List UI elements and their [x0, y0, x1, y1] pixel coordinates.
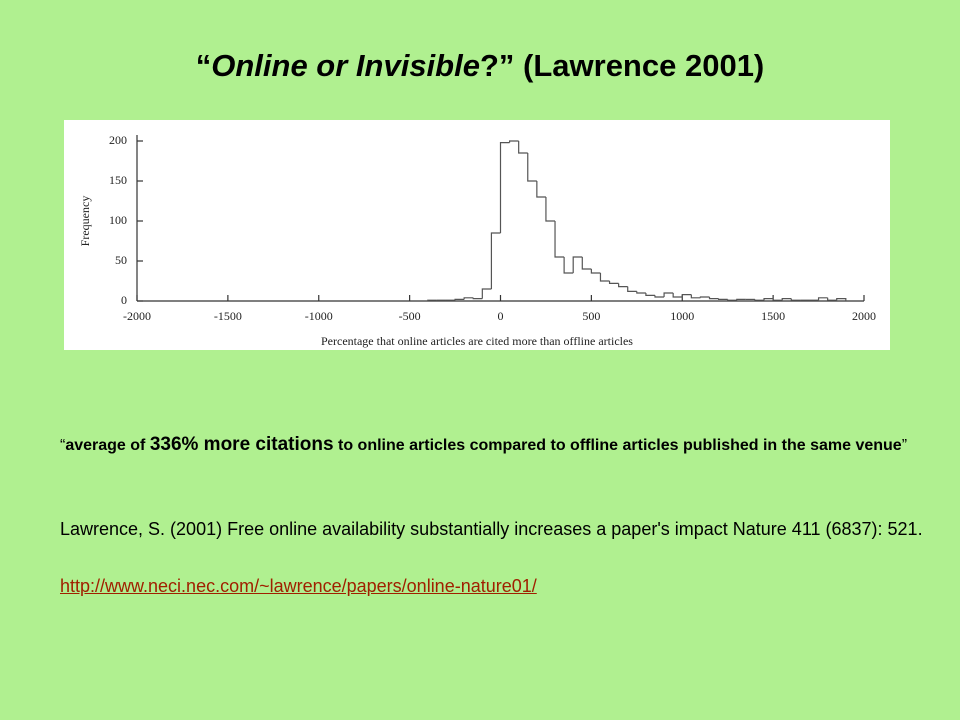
histogram-bin	[672, 293, 683, 298]
histogram-bin	[499, 142, 510, 233]
histogram-bin	[563, 257, 574, 274]
histogram-bin	[754, 299, 765, 301]
x-tick-label: 2000	[852, 309, 876, 323]
histogram-bin	[772, 298, 783, 301]
histogram-bin	[736, 298, 746, 301]
reference: Lawrence, S. (2001) Free online availabi…	[60, 519, 923, 539]
histogram-bin	[708, 297, 719, 300]
histogram-bin	[581, 257, 592, 270]
x-tick-label: -2000	[123, 309, 151, 323]
y-tick-label: 100	[109, 213, 127, 227]
histogram-bin	[627, 286, 637, 292]
histogram-bin	[554, 221, 565, 258]
histogram-bin	[463, 297, 474, 300]
y-tick-label: 150	[109, 173, 127, 187]
x-tick-label: 0	[498, 309, 504, 323]
histogram-bin	[781, 298, 792, 301]
histogram-bin	[817, 297, 828, 301]
histogram-bin	[645, 293, 655, 296]
slide-title: “Online or Invisible?” (Lawrence 2001)	[0, 48, 960, 84]
y-tick-label: 0	[121, 293, 127, 307]
histogram-bin	[508, 140, 519, 143]
histogram-bin	[427, 299, 437, 301]
y-axis-label: Frequency	[78, 196, 92, 247]
x-tick-label: 500	[582, 309, 600, 323]
quote-emphasis: 336% more citations	[149, 434, 334, 455]
histogram-bin	[790, 298, 801, 301]
histogram-bin	[518, 141, 528, 154]
x-tick-label: 1000	[670, 309, 694, 323]
title-rest: ?” (Lawrence 2001)	[479, 48, 765, 83]
quote-open: “	[60, 437, 66, 454]
histogram-bin	[636, 291, 646, 294]
histogram-bin	[490, 232, 501, 289]
histogram-bin	[654, 295, 665, 298]
quote-lead: average of	[65, 437, 150, 454]
histogram-bin	[718, 298, 728, 300]
histogram-bin	[545, 197, 556, 222]
histogram-bin	[599, 273, 610, 282]
histogram-bin	[663, 292, 674, 297]
histogram-bin	[727, 299, 737, 301]
x-axis-label: Percentage that online articles are cite…	[321, 334, 633, 348]
title-open: “	[195, 48, 212, 83]
histogram-bin	[527, 153, 537, 182]
histogram-bin	[836, 298, 847, 301]
y-tick-label: 200	[109, 133, 127, 147]
x-tick-label: 1500	[761, 309, 785, 323]
histogram-bin	[699, 296, 710, 298]
histogram-bin	[618, 283, 628, 288]
histogram-bin	[572, 256, 583, 273]
histogram-bin	[481, 288, 492, 299]
histogram-bin	[536, 181, 546, 198]
x-tick-label: -1000	[305, 309, 333, 323]
histogram-bin	[472, 297, 483, 300]
histogram-bin	[763, 298, 774, 301]
quote: “average of 336% more citations to onlin…	[60, 433, 924, 458]
title-italic: Online or Invisible	[211, 48, 480, 83]
histogram-bin	[590, 269, 601, 274]
url-line: http://www.neci.nec.com/~lawrence/papers…	[60, 574, 924, 598]
url-link[interactable]: http://www.neci.nec.com/~lawrence/papers…	[60, 576, 537, 596]
histogram-bin	[690, 294, 701, 299]
histogram-bin	[827, 297, 837, 301]
quote-tail: to online articles compared to offline a…	[333, 437, 902, 454]
quote-close: ”	[901, 437, 908, 454]
histogram-bin	[681, 294, 692, 297]
chart: Percentage that online articles are cite…	[64, 120, 890, 350]
y-tick-label: 50	[115, 253, 127, 267]
chart-background	[64, 120, 890, 350]
histogram-bin	[608, 281, 619, 284]
x-tick-label: -500	[399, 309, 421, 323]
histogram-bin	[454, 298, 465, 301]
x-tick-label: -1500	[214, 309, 242, 323]
